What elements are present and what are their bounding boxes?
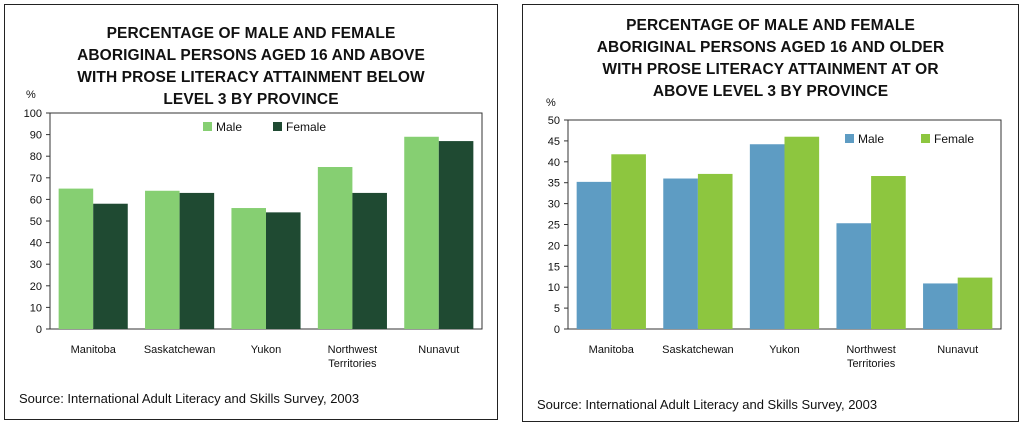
legend-swatch-female	[921, 134, 930, 143]
chart-title-line: ABORIGINAL PERSONS AGED 16 AND ABOVE	[77, 47, 425, 64]
bar-female-manitoba	[93, 203, 128, 329]
bar-male-manitoba	[58, 188, 94, 329]
chart-title-line: PERCENTAGE OF MALE AND FEMALE	[626, 17, 915, 34]
chart-title-line: WITH PROSE LITERACY ATTAINMENT AT OR	[602, 61, 939, 78]
chart-title-line: ABORIGINAL PERSONS AGED 16 AND OLDER	[596, 39, 945, 56]
y-tick-label: 80	[30, 151, 42, 163]
bar-male-yukon	[231, 208, 266, 329]
x-category-label-line: Saskatchewan	[662, 344, 734, 356]
x-category-label: Northwest Territories	[328, 344, 378, 370]
x-category-label-line: Nunavut	[937, 344, 978, 356]
legend-swatch-female	[273, 122, 282, 131]
legend-label-female: Female	[934, 132, 974, 146]
chart-title-line: WITH PROSE LITERACY ATTAINMENT BELOW	[77, 69, 425, 86]
x-category-label: Yukon	[251, 344, 282, 356]
bar-male-saskatchewan	[663, 178, 698, 329]
y-axis-unit-label: %	[26, 89, 36, 101]
bar-chart-below-level-3: % 0 10 20 30 40 50 60 70 80 90 100 Manitoba Saskatche…	[24, 89, 483, 370]
y-tick-label: 10	[30, 302, 42, 314]
bar-female-northwest-territories	[871, 176, 906, 329]
bar-male-nunavut	[923, 283, 958, 329]
y-tick-label: 5	[554, 303, 560, 315]
y-tick-label: 30	[30, 259, 42, 271]
bar-female-manitoba	[611, 154, 646, 329]
chart-title-line: ABOVE LEVEL 3 BY PROVINCE	[652, 83, 889, 100]
bar-chart-at-or-above-level-3: % 0 5 10 15 20 25 30 35 40 45 50 Manitoba Saskatchewa…	[546, 97, 1002, 370]
y-tick-label: 40	[30, 238, 42, 250]
x-category-label: Saskatchewan	[662, 344, 734, 356]
y-tick-label: 90	[30, 130, 42, 142]
x-category-label-line: Yukon	[251, 344, 282, 356]
chart-title-line: LEVEL 3 BY PROVINCE	[163, 91, 339, 108]
x-category-label-line: Northwest	[328, 344, 378, 356]
x-category-label: Saskatchewan	[144, 344, 216, 356]
chart-title: PERCENTAGE OF MALE AND FEMALE ABORIGINAL…	[5, 23, 497, 111]
bar-male-nunavut	[404, 136, 439, 329]
bar-female-nunavut	[438, 141, 474, 329]
x-category-label-line: Northwest	[846, 344, 896, 356]
y-tick-label: 15	[548, 261, 560, 273]
y-tick-label: 60	[30, 194, 42, 206]
x-category-label-line: Saskatchewan	[144, 344, 216, 356]
bar-female-northwest-territories	[352, 192, 387, 329]
bar-male-northwest-territories	[836, 223, 872, 329]
bar-male-saskatchewan	[145, 190, 180, 329]
y-tick-label: 0	[554, 324, 560, 336]
y-tick-label: 100	[24, 108, 42, 120]
x-category-label: Nunavut	[418, 344, 459, 356]
x-category-label-line: Territories	[328, 358, 377, 370]
bar-female-yukon	[784, 136, 820, 329]
chart-title-line: PERCENTAGE OF MALE AND FEMALE	[106, 25, 396, 42]
bar-male-manitoba	[576, 181, 612, 329]
bar-female-yukon	[266, 212, 301, 329]
chart-panel-below-level-3: PERCENTAGE OF MALE AND FEMALE ABORIGINAL…	[4, 4, 498, 420]
source-note: Source: International Adult Literacy and…	[537, 397, 878, 412]
y-tick-label: 25	[548, 220, 560, 232]
legend-swatch-male	[203, 122, 212, 131]
y-tick-label: 70	[30, 173, 42, 185]
x-category-label-line: Nunavut	[418, 344, 459, 356]
x-category-label: Yukon	[769, 344, 800, 356]
y-tick-label: 20	[30, 281, 42, 293]
chart-panel-at-or-above-level-3: PERCENTAGE OF MALE AND FEMALE ABORIGINAL…	[522, 4, 1019, 422]
x-category-label: Manitoba	[71, 344, 117, 356]
x-category-label: Northwest Territories	[846, 344, 896, 370]
chart-title: PERCENTAGE OF MALE AND FEMALE ABORIGINAL…	[523, 15, 1018, 103]
y-tick-label: 30	[548, 199, 560, 211]
bar-female-nunavut	[957, 277, 993, 329]
y-tick-label: 50	[548, 115, 560, 127]
legend-swatch-male	[845, 134, 854, 143]
y-tick-label: 0	[36, 324, 42, 336]
x-category-label-line: Yukon	[769, 344, 800, 356]
y-tick-label: 10	[548, 282, 560, 294]
bar-female-saskatchewan	[179, 192, 215, 329]
x-category-label: Manitoba	[589, 344, 635, 356]
bar-male-northwest-territories	[317, 167, 353, 329]
y-tick-label: 20	[548, 240, 560, 252]
y-axis-unit-label: %	[546, 97, 556, 109]
legend-label-female: Female	[286, 120, 326, 134]
bar-female-saskatchewan	[697, 173, 733, 329]
x-category-label: Nunavut	[937, 344, 978, 356]
legend-label-male: Male	[216, 120, 242, 134]
legend-label-male: Male	[858, 132, 884, 146]
x-category-label-line: Manitoba	[71, 344, 117, 356]
source-note: Source: International Adult Literacy and…	[19, 391, 360, 406]
bar-male-yukon	[749, 144, 785, 329]
y-tick-label: 40	[548, 157, 560, 169]
y-tick-label: 50	[30, 216, 42, 228]
x-category-label-line: Manitoba	[589, 344, 635, 356]
y-tick-label: 35	[548, 178, 560, 190]
x-category-label-line: Territories	[847, 358, 896, 370]
y-tick-label: 45	[548, 136, 560, 148]
